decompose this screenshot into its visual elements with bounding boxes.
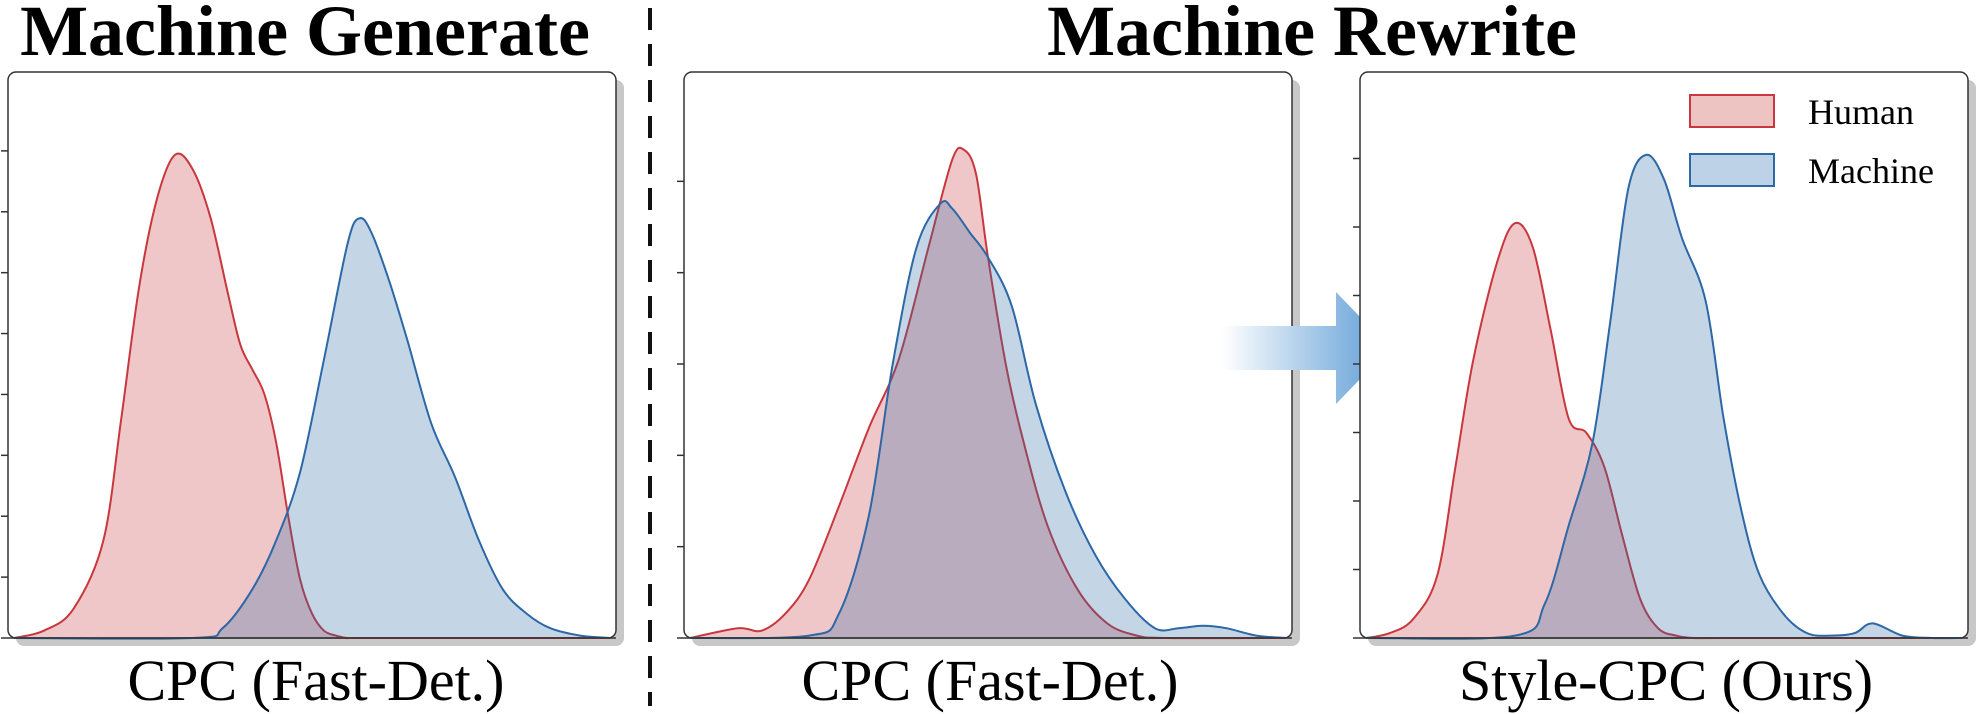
panel-2: CPC (Fast-Det.) (677, 71, 1300, 713)
panel-3-xlabel: Style-CPC (Ours) (1459, 648, 1873, 713)
density-line-human (689, 146, 1287, 640)
panel-2-xlabel: CPC (Fast-Det.) (802, 648, 1179, 713)
density-area-human (1366, 222, 1962, 639)
density-area-human (14, 153, 610, 639)
density-area-human (690, 147, 1286, 639)
heading-machine-generate: Machine Generate (20, 0, 590, 71)
density-area-machine (1366, 154, 1962, 639)
panel-2-y-ticks (677, 180, 684, 639)
heading-machine-rewrite: Machine Rewrite (1047, 0, 1577, 71)
density-area-machine (14, 218, 610, 639)
legend-swatch-human (1689, 94, 1775, 128)
legend-swatch-machine (1689, 153, 1775, 187)
panel-1: CPC (Fast-Det.) (1, 71, 624, 713)
panel-2-plot (684, 146, 1292, 640)
panel-3-plot (1360, 153, 1968, 640)
density-line-machine (689, 200, 1287, 640)
legend-label-human: Human (1808, 92, 1914, 132)
panel-3-y-ticks (1353, 157, 1360, 639)
panel-1-y-ticks (1, 150, 8, 639)
density-line-human (13, 152, 610, 640)
legend-label-machine: Machine (1808, 151, 1934, 191)
legend: Human Machine (1689, 92, 1934, 191)
density-line-machine (1365, 153, 1963, 640)
panel-1-xlabel: CPC (Fast-Det.) (128, 648, 505, 713)
panel-1-plot (8, 152, 616, 640)
density-line-human (1365, 221, 1962, 640)
density-line-machine (13, 217, 611, 640)
arrow-right-icon (1222, 292, 1390, 404)
density-area-machine (690, 200, 1286, 639)
panel-3: Style-CPC (Ours) Human Machine (1353, 71, 1976, 713)
